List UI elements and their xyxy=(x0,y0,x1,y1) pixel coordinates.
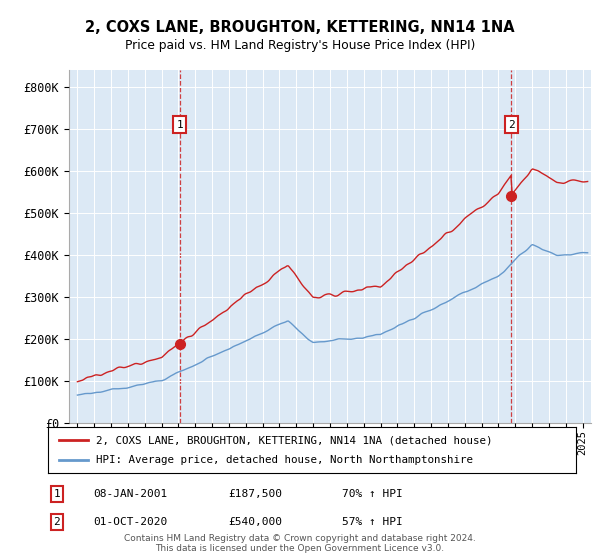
Text: HPI: Average price, detached house, North Northamptonshire: HPI: Average price, detached house, Nort… xyxy=(95,455,473,465)
Text: 01-OCT-2020: 01-OCT-2020 xyxy=(93,517,167,527)
Text: Price paid vs. HM Land Registry's House Price Index (HPI): Price paid vs. HM Land Registry's House … xyxy=(125,39,475,52)
Text: £540,000: £540,000 xyxy=(228,517,282,527)
Text: 57% ↑ HPI: 57% ↑ HPI xyxy=(342,517,403,527)
Text: 2, COXS LANE, BROUGHTON, KETTERING, NN14 1NA: 2, COXS LANE, BROUGHTON, KETTERING, NN14… xyxy=(85,20,515,35)
Text: 08-JAN-2001: 08-JAN-2001 xyxy=(93,489,167,499)
Text: 2: 2 xyxy=(508,120,514,129)
Text: 2, COXS LANE, BROUGHTON, KETTERING, NN14 1NA (detached house): 2, COXS LANE, BROUGHTON, KETTERING, NN14… xyxy=(95,435,492,445)
Text: 1: 1 xyxy=(176,120,183,129)
Text: 1: 1 xyxy=(53,489,61,499)
Text: Contains HM Land Registry data © Crown copyright and database right 2024.
This d: Contains HM Land Registry data © Crown c… xyxy=(124,534,476,553)
Text: 2: 2 xyxy=(53,517,61,527)
Text: £187,500: £187,500 xyxy=(228,489,282,499)
Text: 70% ↑ HPI: 70% ↑ HPI xyxy=(342,489,403,499)
